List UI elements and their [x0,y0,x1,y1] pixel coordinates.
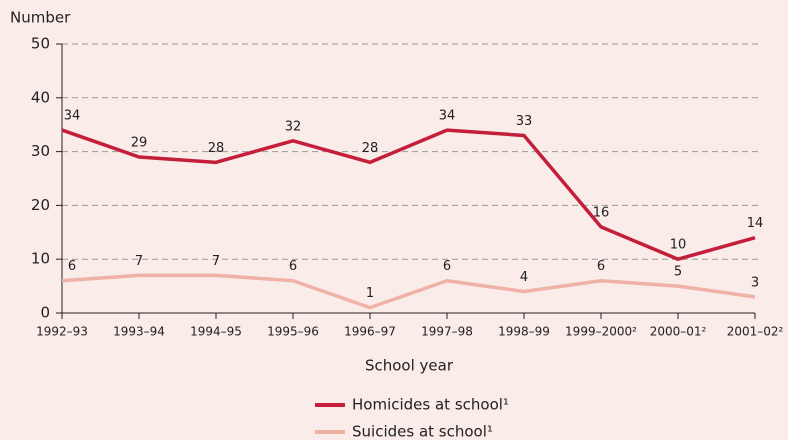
x-tick-label: 1999–2000² [565,325,637,339]
data-label: 7 [135,254,143,269]
data-label: 1 [366,286,374,301]
data-label: 6 [443,259,451,274]
y-tick-label: 10 [31,250,50,268]
y-tick-label: 30 [31,142,50,160]
data-label: 28 [362,141,379,156]
y-axis-label: Number [10,9,71,27]
data-label: 32 [285,119,302,134]
data-label: 33 [516,114,533,129]
data-label: 29 [131,135,148,150]
x-tick-label: 1993–94 [113,325,165,339]
data-label: 14 [747,216,764,231]
x-tick-label: 1995–96 [267,325,319,339]
data-label: 34 [64,109,81,124]
data-label: 6 [68,259,76,274]
legend-label: Homicides at school¹ [352,396,509,414]
line-series [61,273,756,310]
data-label: 3 [751,275,759,290]
x-tick-label: 1996–97 [344,325,396,339]
y-tick-label: 40 [31,88,50,106]
y-tick-label: 0 [40,304,50,322]
x-tick-label: 1997–98 [421,325,473,339]
data-label: 16 [593,205,610,220]
x-tick-label: 1994–95 [190,325,242,339]
x-tick-label: 1998–99 [498,325,550,339]
y-tick-label: 50 [31,35,50,53]
data-label: 5 [674,265,682,280]
line-series [61,128,756,261]
data-label: 28 [208,141,225,156]
data-label: 34 [439,109,456,124]
y-tick-label: 20 [31,196,50,214]
data-label: 6 [597,259,605,274]
x-tick-label: 2000–01² [650,325,707,339]
x-tick-label: 1992–93 [36,325,88,339]
data-label: 10 [670,238,687,253]
x-tick-label: 2001–02² [727,325,784,339]
data-label: 7 [212,254,220,269]
legend-label: Suicides at school¹ [352,423,493,440]
x-axis-label: School year [365,357,454,375]
data-label: 6 [289,259,297,274]
data-label: 4 [520,270,528,285]
